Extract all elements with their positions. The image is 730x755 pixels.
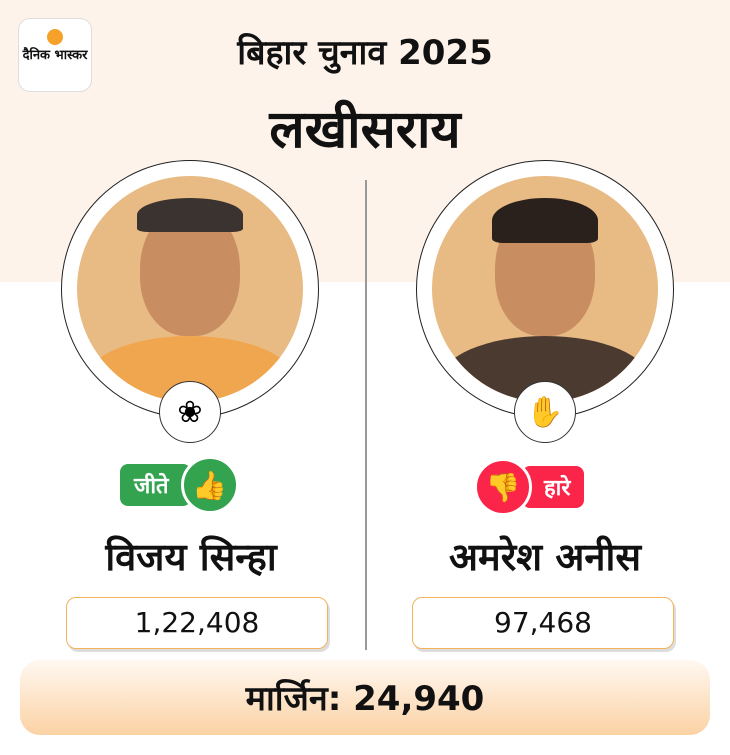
candidate-photo-frame — [416, 160, 674, 418]
won-label: जीते — [120, 464, 191, 506]
lost-label: हारे — [522, 466, 585, 508]
candidate-photo — [432, 176, 658, 402]
loser-votes: 97,468 — [412, 597, 674, 649]
sun-icon — [47, 29, 63, 45]
winner-votes: 1,22,408 — [66, 597, 328, 649]
candidate-hair — [492, 198, 598, 243]
thumbs-up-icon: 👍 — [180, 456, 239, 514]
winner-name: विजय सिन्हा — [105, 535, 277, 579]
constituency-name: लखीसराय — [269, 100, 461, 160]
divider — [365, 180, 367, 650]
logo-text: दैनिक भास्कर — [22, 48, 88, 63]
lotus-icon: ❀ — [159, 381, 221, 443]
dainik-bhaskar-logo: दैनिक भास्कर — [18, 18, 92, 92]
won-badge: जीते 👍 — [120, 456, 239, 514]
candidate-photo — [77, 176, 303, 402]
thumbs-down-icon: 👎 — [474, 458, 532, 516]
page-title: बिहार चुनाव 2025 — [237, 33, 493, 73]
hand-icon: ✋ — [514, 381, 576, 443]
lost-badge: 👎 हारे — [474, 458, 585, 516]
loser-name: अमरेश अनीस — [448, 535, 642, 579]
candidate-photo-frame — [61, 160, 319, 418]
victory-margin: मार्जिन: 24,940 — [20, 660, 710, 735]
candidate-hair — [137, 198, 243, 232]
